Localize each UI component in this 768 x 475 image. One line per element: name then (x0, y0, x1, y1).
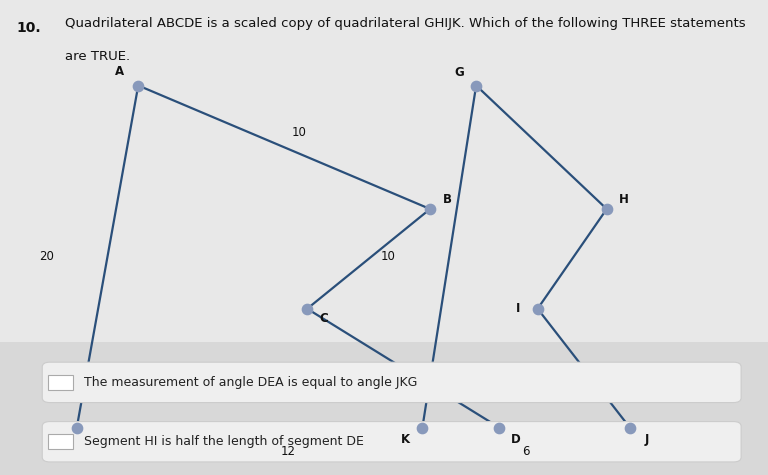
Text: 10: 10 (292, 126, 307, 140)
FancyBboxPatch shape (48, 375, 73, 390)
Point (493, 424, 505, 431)
Point (132, 82, 144, 89)
Text: H: H (619, 193, 628, 206)
Text: Segment HI is half the length of segment DE: Segment HI is half the length of segment… (84, 435, 364, 448)
Text: The measurement of angle DEA is equal to angle JKG: The measurement of angle DEA is equal to… (84, 376, 418, 389)
Text: J: J (644, 433, 649, 446)
FancyBboxPatch shape (48, 434, 73, 449)
FancyBboxPatch shape (42, 362, 741, 403)
Point (424, 205, 436, 213)
Point (601, 205, 613, 213)
Text: 20: 20 (38, 250, 54, 263)
Text: G: G (455, 66, 464, 79)
FancyBboxPatch shape (42, 422, 741, 462)
Text: are TRUE.: are TRUE. (65, 50, 131, 63)
Point (470, 82, 482, 89)
Text: I: I (516, 302, 521, 315)
Text: 6: 6 (522, 445, 530, 458)
Point (624, 424, 636, 431)
Text: 10: 10 (380, 250, 396, 263)
Text: C: C (319, 312, 329, 325)
Text: 10.: 10. (17, 21, 41, 35)
Text: 12: 12 (280, 445, 296, 458)
Point (301, 305, 313, 313)
FancyBboxPatch shape (0, 0, 768, 342)
Text: D: D (511, 433, 521, 446)
Text: E: E (56, 433, 64, 446)
Point (71, 424, 83, 431)
Text: A: A (114, 65, 124, 78)
Text: B: B (442, 193, 452, 206)
Text: K: K (401, 433, 410, 446)
Point (416, 424, 429, 431)
Text: Quadrilateral ABCDE is a scaled copy of quadrilateral GHIJK. Which of the follow: Quadrilateral ABCDE is a scaled copy of … (65, 17, 746, 29)
Point (531, 305, 544, 313)
